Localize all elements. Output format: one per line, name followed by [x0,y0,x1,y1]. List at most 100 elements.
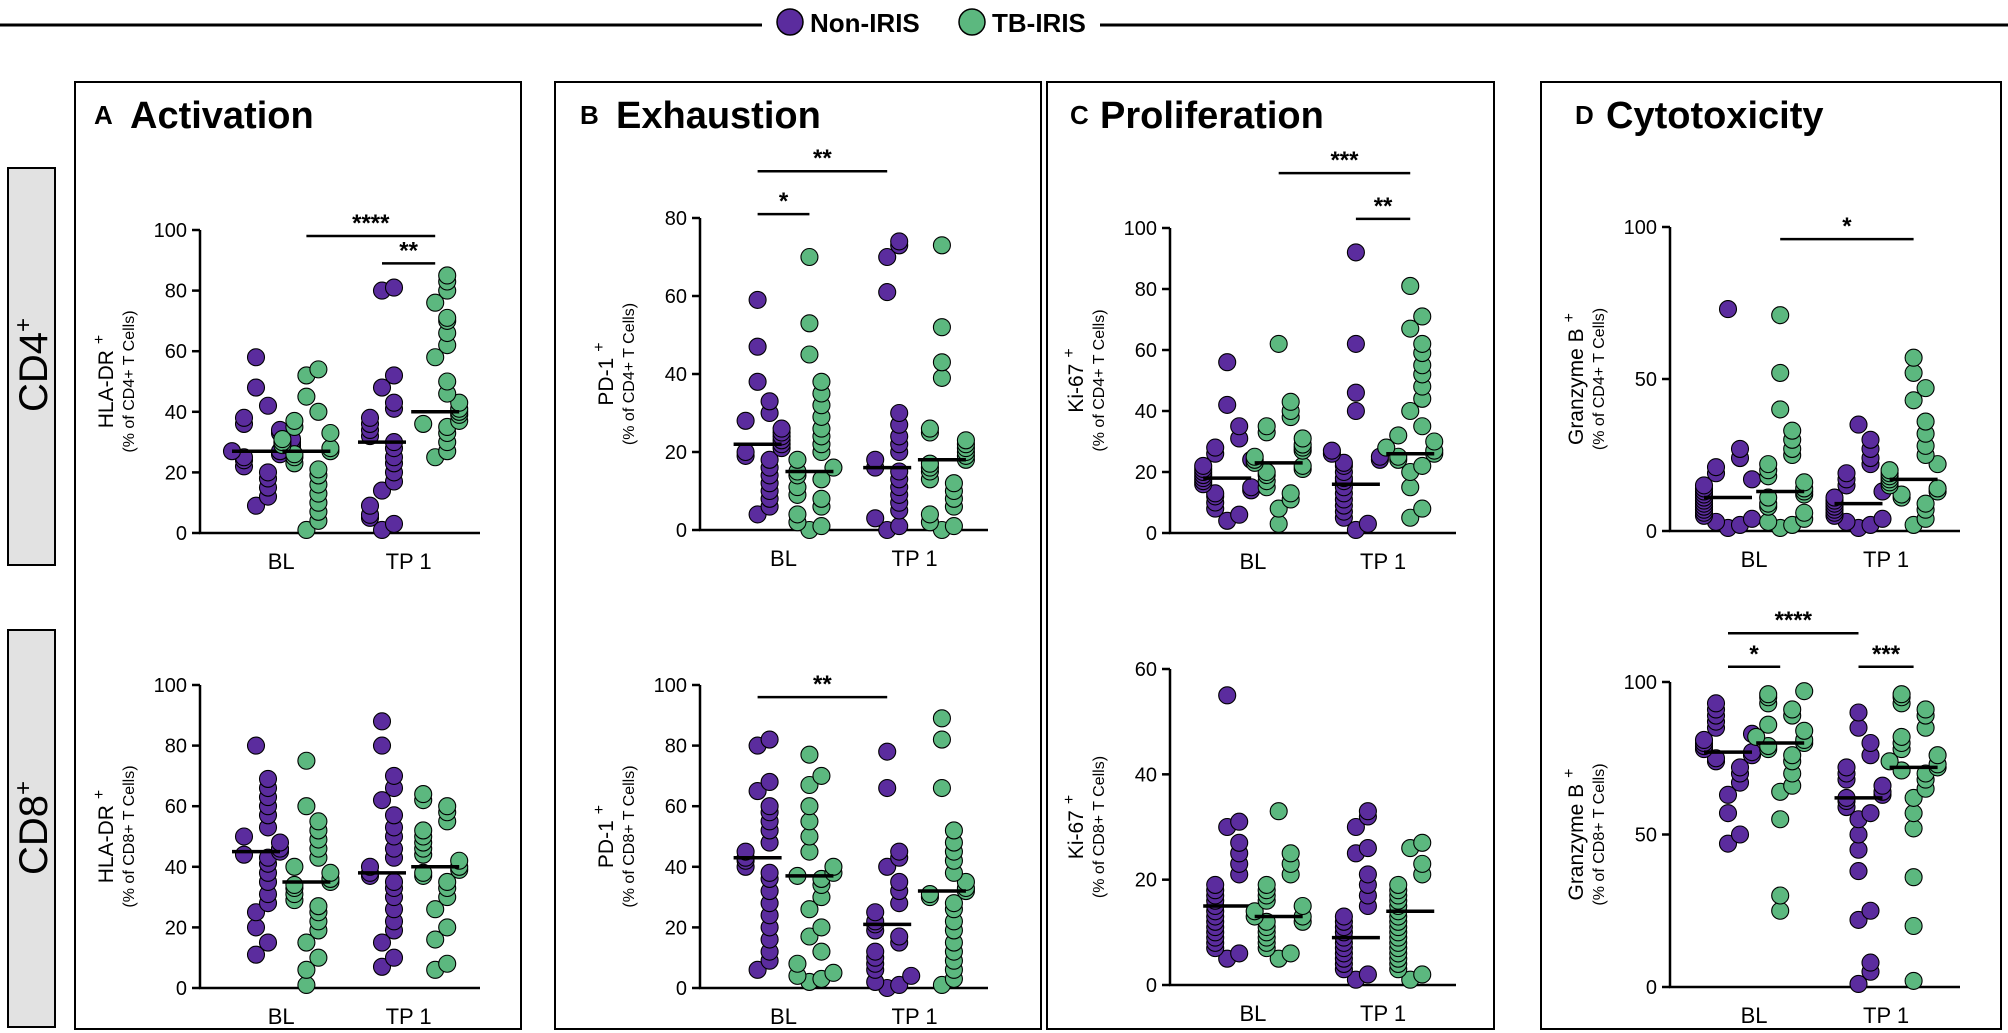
chart-d-cd8-category-bl: BL [1741,1003,1768,1028]
chart-b-cd4-point-non-iris-tp-1 [890,403,909,423]
chart-a-cd8-ytick-label: 0 [176,978,187,1000]
chart-c-cd8-ylabel-unit: (% of CD8+ T Cells) [1091,756,1108,898]
chart-d-cd4-point-tb-iris-bl [1771,400,1790,419]
chart-d-cd8-point-tb-iris-tp-1 [1904,804,1923,823]
chart-b-cd8-point-non-iris-tp-1 [890,975,909,995]
chart-a-cd4-point-non-iris-tp-1 [372,378,392,397]
chart-b-cd8-point-non-iris-bl [748,960,767,979]
chart-b-cd8-point-non-iris-tp-1 [890,842,909,861]
chart-b-cd8-point-tb-iris-bl [800,900,819,919]
chart-c-cd4-sig-label: ** [1374,193,1393,220]
chart-b-cd4-ytick-label: 0 [676,520,687,542]
chart-a-cd8-point-tb-iris-bl [297,797,316,816]
chart-b-cd8-point-non-iris-tp-1 [890,872,909,892]
chart-c-cd4-point-non-iris-bl [1194,456,1213,475]
chart-c-cd4-point-tb-iris-tp-1 [1401,276,1420,296]
chart-b-cd8-point-tb-iris-bl [800,797,819,816]
chart-b-cd4-point-non-iris-tp-1 [878,247,897,267]
chart-d-cd8-point-non-iris-tp-1 [1861,733,1880,753]
panel-b: B Exhaustion [554,81,1042,1030]
chart-c-cd4-point-non-iris-bl [1230,417,1249,436]
chart-a-cd4-point-tb-iris-bl [309,360,328,379]
chart-b-cd8-point-tb-iris-bl [800,827,819,846]
chart-b-cd4-sig-label: * [779,188,789,215]
legend-label-tb-iris: TB-IRIS [992,8,1086,38]
chart-a-cd4-point-non-iris-bl [246,348,266,367]
chart-a-cd8-ylabel: HLA-DR + [91,790,118,884]
panel-b-letter: B [580,100,599,130]
chart-c-cd4-point-non-iris-bl [1242,478,1261,497]
chart-b-cd4-category-tp-1: TP 1 [892,546,938,571]
chart-a-cd8-point-non-iris-bl [234,845,254,864]
chart-a-cd8-point-tb-iris-bl [285,875,304,895]
chart-c-cd8-ytick-label: 20 [1135,870,1157,892]
chart-b-cd4-sig-label: ** [813,145,832,172]
chart-c-cd4-point-non-iris-bl [1230,505,1249,524]
chart-d-cd8-ytick-label: 100 [1624,672,1657,694]
chart-c-cd8-category-bl: BL [1239,1001,1266,1026]
chart-a-cd8-point-tb-iris-bl [309,812,328,831]
chart-b-cd8-point-tb-iris-bl [800,842,819,861]
chart-b-cd8-point-non-iris-bl [760,730,779,749]
chart-a-cd4-point-non-iris-bl [258,396,278,415]
chart-a-cd4-ytick-label: 80 [165,281,187,303]
chart-d-cd8-point-tb-iris-tp-1 [1904,971,1923,990]
row-label-cd8-box [7,629,56,1028]
chart-a-cd8-point-tb-iris-bl [321,863,340,882]
chart-b-cd8: 0 20 40 60 80 100 PD-1 + (% of CD8+ T Cells) BL TP… [591,671,988,1029]
chart-a-cd8-point-non-iris-tp-1 [384,766,404,785]
chart-b-cd4-point-non-iris-tp-1 [890,232,909,251]
chart-c-cd4-point-tb-iris-bl [1293,456,1312,475]
chart-b-cd4-point-non-iris-tp-1 [866,509,885,528]
chart-c-cd8-point-non-iris-bl [1230,833,1249,852]
chart-b-cd8-ytick-label: 40 [665,857,687,879]
chart-d-cd8-ytick-label: 50 [1635,825,1657,847]
chart-c-cd8-point-tb-iris-tp-1 [1389,875,1408,894]
chart-c-cd4-point-tb-iris-tp-1 [1401,478,1420,497]
chart-b-cd8-point-tb-iris-tp-1 [944,894,963,913]
chart-a-cd4-point-non-iris-tp-1 [384,366,404,385]
chart-d-cd4-point-tb-iris-bl [1783,421,1802,440]
chart-b-cd8-ytick-label: 60 [665,796,687,818]
chart-a-cd8-point-tb-iris-bl [285,857,304,876]
chart-c-cd8-point-non-iris-bl [1206,875,1225,894]
chart-c-cd4-ylabel-unit: (% of CD4+ T Cells) [1091,309,1108,451]
chart-d-cd4-point-tb-iris-bl [1759,512,1778,531]
chart-d-cd8-point-non-iris-tp-1 [1861,901,1880,920]
chart-b-cd8-point-tb-iris-tp-1 [932,709,951,728]
chart-a-cd8-point-tb-iris-bl [297,975,316,995]
chart-c-cd4-point-non-iris-tp-1 [1334,453,1353,472]
panel-d-title: Cytotoxicity [1606,95,1823,137]
chart-b-cd4-point-non-iris-bl [748,290,767,309]
chart-a-cd4-point-tb-iris-bl [309,402,328,421]
chart-d-cd8-point-non-iris-tp-1 [1873,776,1892,795]
chart-b-cd4-ytick-label: 60 [665,286,687,308]
chart-a-cd8-ylabel-sup: + [91,790,108,799]
chart-b-cd4-point-non-iris-bl [748,372,767,391]
chart-b-cd8-point-non-iris-tp-1 [902,966,921,985]
chart-b-cd8-point-non-iris-tp-1 [878,857,897,876]
chart-a-cd4-point-tb-iris-bl [309,460,328,479]
chart-b-cd4-point-tb-iris-bl [788,450,807,469]
chart-d-cd4-point-tb-iris-tp-1 [1928,455,1947,474]
chart-b-cd8-point-non-iris-tp-1 [866,942,885,961]
chart-c-cd8: 0 20 40 60 Ki-67 + (% of CD8+ T Cells) BL TP 1 [1061,659,1456,1026]
chart-d-cd4-point-non-iris-tp-1 [1873,509,1892,528]
chart-d-cd8-point-tb-iris-bl [1747,727,1766,746]
chart-a-cd4-point-non-iris-tp-1 [360,496,380,515]
chart-c-cd4-point-tb-iris-tp-1 [1413,456,1432,475]
chart-b-cd8-ytick-label: 80 [665,736,687,758]
chart-a-cd8-category-tp-1: TP 1 [386,1004,432,1029]
chart-d-cd8-point-tb-iris-tp-1 [1904,916,1923,936]
chart-c-cd8-point-non-iris-bl [1218,686,1237,705]
chart-b-cd8-point-non-iris-bl [748,781,767,801]
chart-d-cd4-category-bl: BL [1741,547,1768,572]
chart-c-cd4-point-non-iris-tp-1 [1322,441,1341,460]
chart-b-cd4-point-tb-iris-bl [800,247,819,267]
chart-c-cd4-point-non-iris-bl [1206,484,1225,503]
chart-c-cd4-ylabel-sup: + [1061,348,1078,357]
chart-c-cd8-point-tb-iris-bl [1257,875,1276,894]
chart-b-cd8-ylabel-sup: + [591,805,608,814]
chart-c-cd8-point-tb-iris-tp-1 [1413,833,1432,852]
